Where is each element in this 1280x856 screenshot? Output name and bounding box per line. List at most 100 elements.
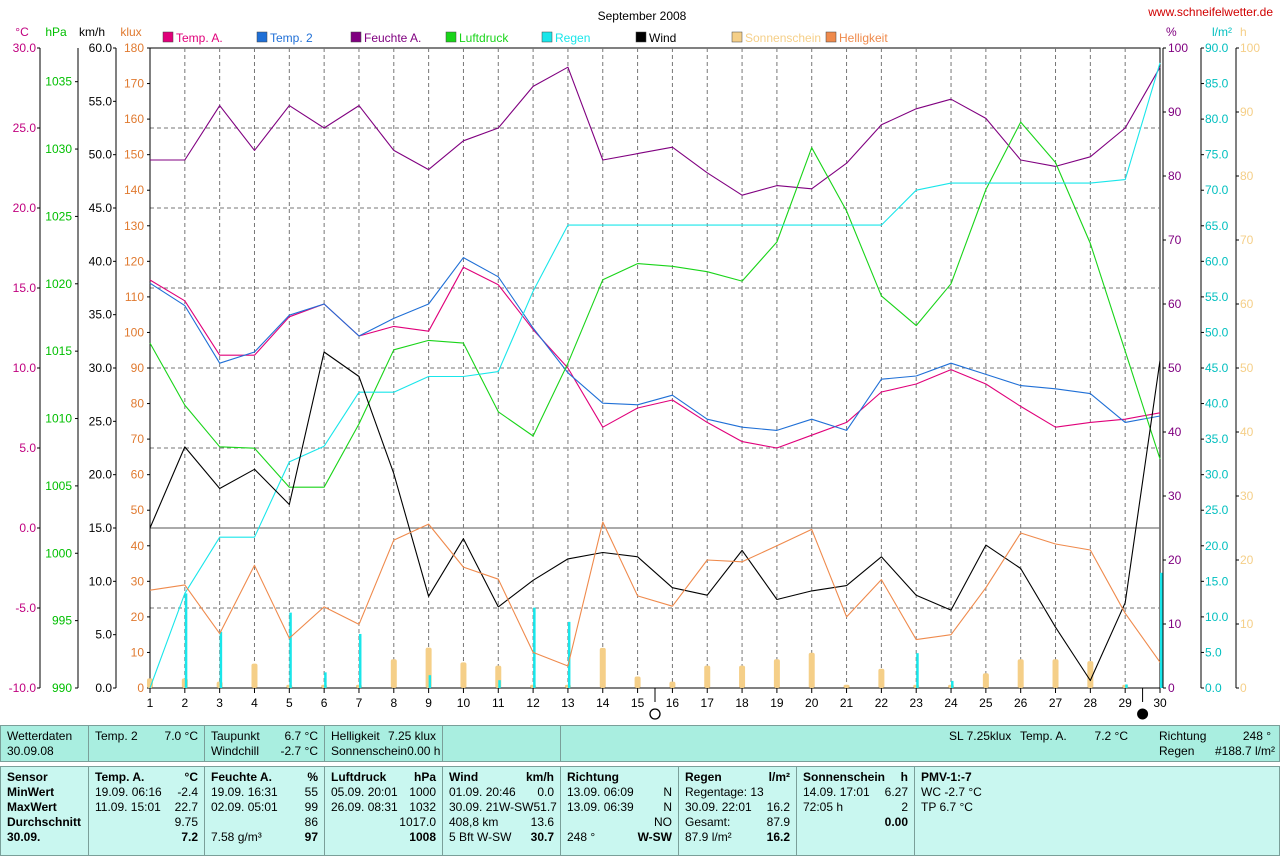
y-tick-label-pct: 10 — [1168, 617, 1182, 631]
y-tick-label-hpa: 990 — [52, 681, 72, 695]
series-line-temp- — [149, 257, 1161, 431]
y-tick-label-klux: 120 — [124, 254, 144, 268]
x-tick-label: 17 — [701, 696, 715, 710]
status-spacer — [443, 726, 561, 761]
axis-unit-pct: % — [1166, 25, 1177, 39]
stats-row: 248 ° W-SW — [567, 830, 672, 845]
sunshine-bar — [704, 665, 711, 688]
stats-cell-label: 72:05 h — [803, 800, 844, 814]
pmv-title: PMV-1:-7 — [921, 770, 972, 784]
stats-table: Sensor MinWert MaxWert Durchschnitt 30.0… — [0, 766, 1280, 856]
y-tick-label-h: 70 — [1240, 233, 1254, 247]
y-tick-label-klux: 40 — [131, 539, 145, 553]
status-label: Wetterdaten — [7, 729, 73, 743]
y-tick-label-kmh: 30.0 — [89, 361, 113, 375]
y-tick-label-temp: -5.0 — [15, 601, 36, 615]
legend-label: Sonnenschein — [745, 31, 821, 45]
y-tick-label-pct: 0 — [1168, 681, 1175, 695]
stats-cell-value: 51.7 — [533, 800, 557, 814]
legend-swatch — [825, 31, 837, 43]
stats-cell-value: W-SW — [637, 830, 672, 844]
legend-swatch — [256, 31, 268, 43]
y-tick-label-klux: 30 — [131, 574, 145, 588]
axis-unit-h: h — [1240, 25, 1247, 39]
x-tick-label: 16 — [666, 696, 680, 710]
y-tick-label-h: 100 — [1240, 41, 1260, 55]
temp2-value: 7.0 °C — [164, 729, 198, 743]
stats-row: 72:05 h 2 — [803, 800, 908, 815]
y-tick-label-lm2: 10.0 — [1205, 610, 1229, 624]
luftdruck-unit: hPa — [413, 770, 436, 784]
stats-cell-value: 1017.0 — [399, 815, 436, 829]
legend-swatch — [445, 31, 457, 43]
axis-unit-temp: °C — [15, 25, 29, 39]
site-url: www.schneifelwetter.de — [1147, 5, 1273, 19]
rain-bar — [358, 633, 362, 688]
x-tick-label: 21 — [840, 696, 854, 710]
sunshine-bar — [878, 668, 885, 688]
y-tick-label-hpa: 1010 — [45, 412, 72, 426]
stats-row: 30.09. 21W-SW 51.7 — [449, 800, 557, 815]
sunshine-bar — [1052, 659, 1059, 688]
stats-cell-value: NO — [654, 815, 672, 829]
legend-swatch — [731, 31, 743, 43]
stats-cell-label: Regentage: 13 — [685, 785, 764, 799]
y-tick-label-lm2: 0.0 — [1205, 681, 1222, 695]
y-tick-label-klux: 60 — [131, 468, 145, 482]
legend-label: Helligkeit — [839, 31, 888, 45]
wind-header: Wind km/h — [449, 770, 554, 785]
y-tick-label-pct: 30 — [1168, 489, 1182, 503]
y-tick-label-hpa: 1025 — [45, 209, 72, 223]
y-tick-label-lm2: 20.0 — [1205, 539, 1229, 553]
sunshine-bar — [1017, 659, 1024, 688]
y-tick-label-klux: 80 — [131, 397, 145, 411]
y-tick-label-lm2: 75.0 — [1205, 148, 1229, 162]
y-tick-label-hpa: 1020 — [45, 277, 72, 291]
y-tick-label-klux: 70 — [131, 432, 145, 446]
stats-cell-value: 55 — [304, 785, 318, 799]
full-moon-icon — [649, 708, 661, 720]
x-tick-label: 3 — [216, 696, 223, 710]
row-max-label: MaxWert — [7, 800, 57, 814]
temp-title: Temp. A. — [95, 770, 145, 784]
legend-swatch — [635, 31, 647, 43]
stats-richtung: Richtung 13.09. 06:09 N 13.09. 06:39 N NO 248 … — [561, 767, 679, 855]
y-tick-label-lm2: 60.0 — [1205, 254, 1229, 268]
y-tick-label-klux: 140 — [124, 183, 144, 197]
legend-swatch — [162, 31, 174, 43]
stats-row: 26.09. 08:31 1032 — [331, 800, 436, 815]
y-tick-label-kmh: 5.0 — [95, 628, 112, 642]
series-line-luftdruck — [149, 121, 1161, 488]
y-tick-label-klux: 100 — [124, 325, 144, 339]
y-tick-label-pct: 70 — [1168, 233, 1182, 247]
y-tick-label-lm2: 65.0 — [1205, 219, 1229, 233]
y-tick-label-klux: 50 — [131, 503, 145, 517]
stats-regen: Regen l/m² Regentage: 13 30.09. 22:01 16.2 Ge… — [679, 767, 797, 855]
status-helligkeit: Helligkeit 7.25 klux Sonnenschein 0.00 h — [325, 726, 443, 761]
rain-bar — [428, 675, 432, 688]
sunshine-bar — [739, 665, 746, 688]
y-tick-label-lm2: 45.0 — [1205, 361, 1229, 375]
y-tick-label-kmh: 0.0 — [95, 681, 112, 695]
y-tick-label-lm2: 55.0 — [1205, 290, 1229, 304]
y-tick-label-temp: -10.0 — [9, 681, 37, 695]
legend-label: Regen — [555, 31, 590, 45]
regen-header: Regen l/m² — [685, 770, 790, 785]
y-tick-label-lm2: 90.0 — [1205, 41, 1229, 55]
legend-label: Temp. 2 — [270, 31, 313, 45]
y-tick-label-kmh: 55.0 — [89, 94, 113, 108]
stats-row: 1017.0 — [331, 815, 436, 830]
stats-wind: Wind km/h 01.09. 20:46 0.0 30.09. 21W-SW 51.7… — [443, 767, 561, 855]
windchill-label: Windchill — [211, 744, 260, 758]
y-tick-label-kmh: 20.0 — [89, 468, 113, 482]
y-tick-label-lm2: 25.0 — [1205, 503, 1229, 517]
stats-sonne: Sonnenschein h 14.09. 17:01 6.27 72:05 h 2 0.0… — [797, 767, 915, 855]
windchill-value: -2.7 °C — [280, 744, 318, 758]
x-tick-label: 2 — [181, 696, 188, 710]
sonne-title: Sonnenschein — [803, 770, 886, 784]
stats-row: 13.09. 06:09 N — [567, 785, 672, 800]
temp-unit: °C — [184, 770, 198, 784]
y-tick-label-klux: 170 — [124, 77, 144, 91]
rain-bar — [289, 612, 292, 688]
row-min-label: MinWert — [7, 785, 55, 799]
